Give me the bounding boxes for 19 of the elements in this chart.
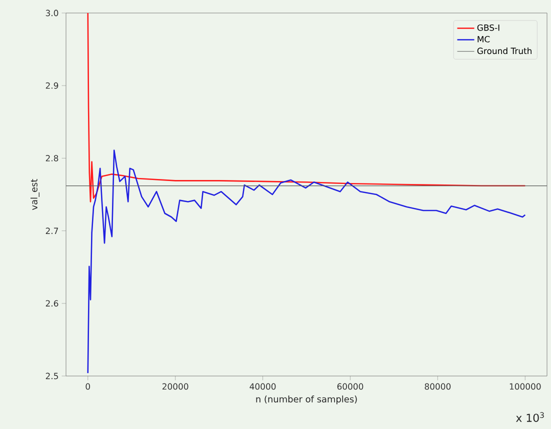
x-tick-label: 100000 [510, 383, 541, 390]
legend-label: Ground Truth [477, 48, 532, 54]
y-tick-label: 2.5 [46, 372, 58, 380]
legend-label: MC [478, 36, 490, 42]
x-tick-label: 40000 [250, 383, 276, 390]
x-tick-label: 20000 [162, 383, 188, 390]
y-axis-title: val_est [30, 178, 40, 210]
x-tick-label: 0 [86, 383, 90, 390]
y-tick-label: 2.9 [46, 82, 58, 89]
x-tick-label: 80000 [424, 383, 451, 390]
x-axis-title: n (number of samples) [256, 396, 357, 404]
y-tick-label: 2.8 [46, 155, 58, 162]
y-tick-label: 2.7 [46, 228, 58, 234]
y-tick-label: 2.6 [46, 300, 58, 307]
y-tick-label: 3.0 [46, 10, 58, 16]
x-tick-label: 60000 [337, 383, 364, 390]
legend-label: GBS-I [477, 24, 500, 31]
text: x 10$^{3}$ [516, 412, 544, 422]
line-series [87, 150, 526, 374]
